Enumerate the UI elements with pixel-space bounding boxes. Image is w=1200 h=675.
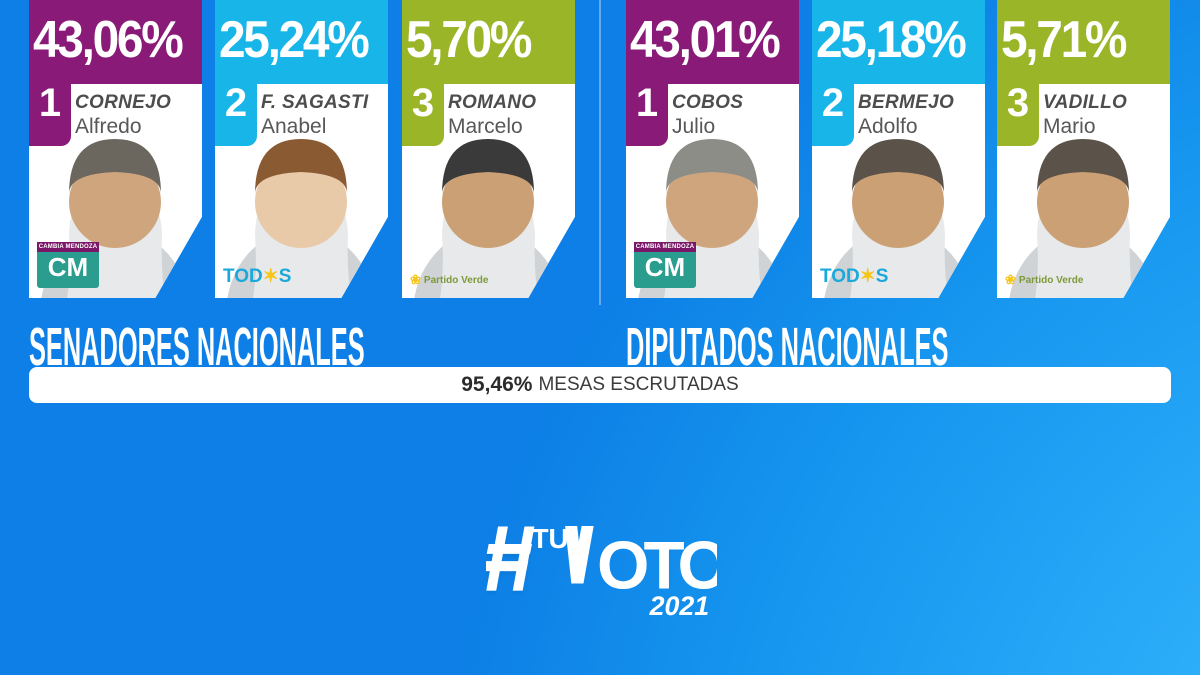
svg-text:2021: 2021 — [649, 591, 710, 618]
svg-text:TU: TU — [532, 523, 569, 554]
